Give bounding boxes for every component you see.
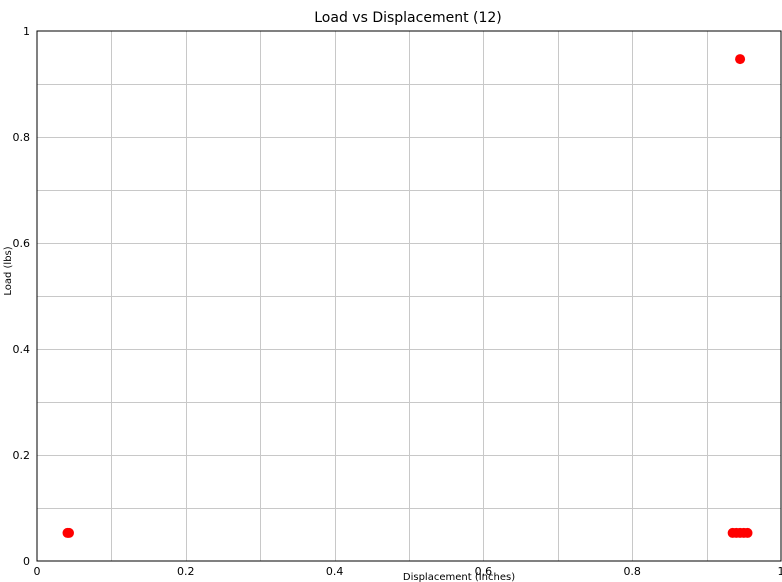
y-tick-label: 0.6	[13, 237, 31, 250]
plot-area-border	[36, 30, 782, 562]
grid-lines	[37, 31, 781, 561]
y-axis-ticks: 0 0.2 0.4 0.6 0.8 1	[13, 25, 31, 568]
y-tick-label: 1	[23, 25, 30, 38]
x-tick-label: 0.4	[326, 565, 344, 578]
data-point	[63, 527, 74, 538]
x-tick-label: 1	[778, 565, 782, 578]
data-points	[62, 54, 753, 538]
x-axis-title: Displacement (Inches)	[403, 572, 515, 582]
y-axis-title: Load (lbs)	[3, 246, 14, 295]
y-tick-label: 0.8	[13, 131, 31, 144]
data-point	[735, 54, 746, 65]
y-tick-label: 0	[23, 555, 30, 568]
data-point	[742, 527, 753, 538]
x-tick-label: 0.6	[475, 565, 493, 578]
y-tick-label: 0.4	[13, 343, 31, 356]
x-axis-ticks: 0 0.2 0.4 0.6 0.8 1	[34, 565, 782, 578]
x-tick-label: 0.2	[177, 565, 195, 578]
chart-title: Load vs Displacement (12)	[314, 10, 502, 26]
x-tick-label: 0	[34, 565, 41, 578]
y-tick-label: 0.2	[13, 449, 31, 462]
x-tick-label: 0.8	[623, 565, 641, 578]
